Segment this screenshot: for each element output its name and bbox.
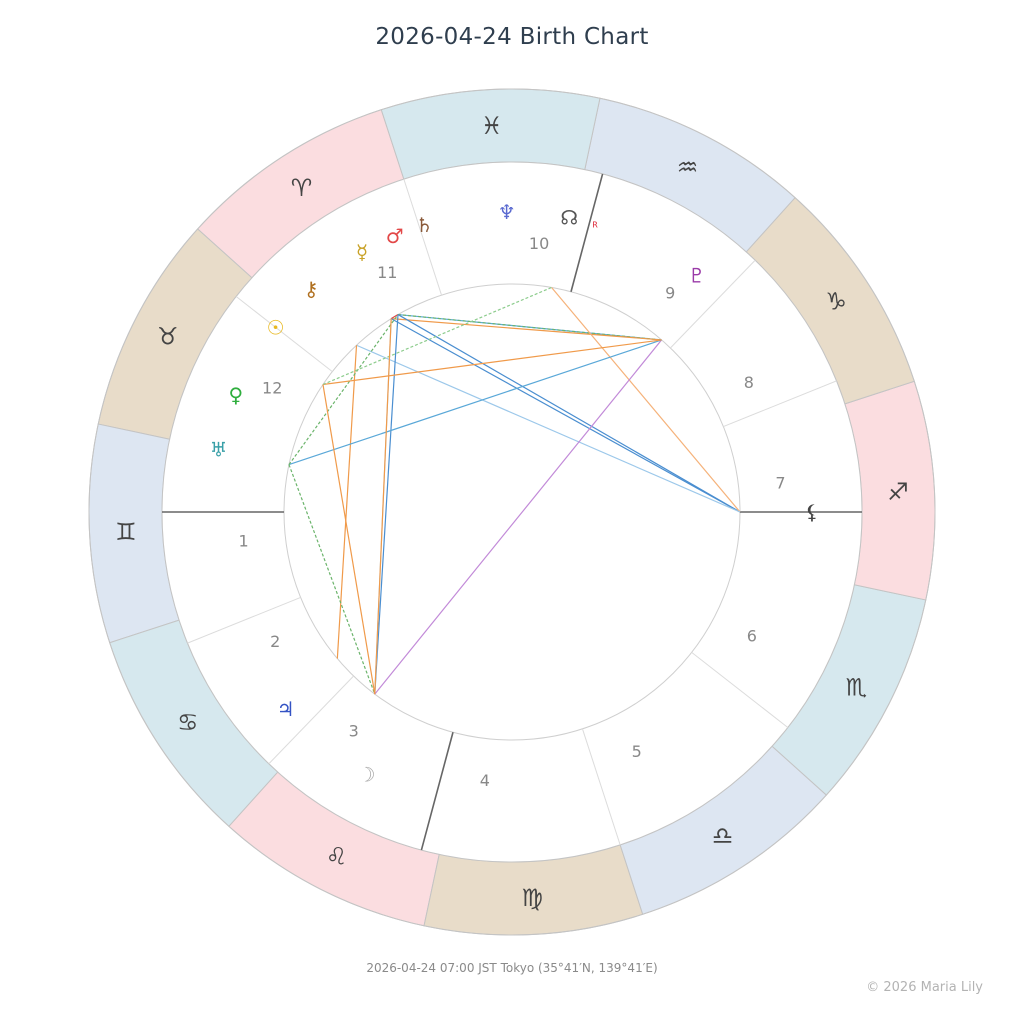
aspect-line	[336, 345, 358, 659]
planet-chiron-icon: ⚷	[304, 277, 319, 301]
sign-glyph-virgo: ♍	[521, 884, 543, 912]
planet-pluto-icon: ♇	[688, 264, 706, 288]
sign-glyph-aries: ♈	[291, 174, 313, 202]
house-cusp-line	[691, 651, 789, 728]
planet-lilith-icon: ⚸	[805, 500, 820, 524]
aspect-line	[374, 339, 663, 695]
planet-neptune-icon: ♆	[498, 200, 516, 224]
house-cusp-line	[268, 675, 354, 765]
copyright-notice: © 2026 Maria Lily	[866, 980, 983, 995]
planet-venus-icon: ♀	[229, 383, 244, 407]
aspect-line	[322, 339, 662, 386]
aspect-line	[288, 339, 662, 466]
planet-saturn-icon: ♄	[415, 213, 433, 237]
planet-jupiter-icon: ♃	[277, 697, 295, 721]
aspect-line	[322, 384, 376, 695]
house-number: 2	[270, 632, 280, 651]
planet-mercury-icon: ☿	[356, 240, 368, 264]
planet-north-node-icon: ☊	[560, 206, 578, 230]
aspect-line	[397, 313, 662, 341]
house-number: 8	[744, 373, 754, 392]
sign-glyph-sagittarius: ♐	[887, 478, 909, 506]
aspect-line	[397, 314, 741, 513]
sign-glyph-leo: ♌	[326, 842, 348, 870]
house-number: 9	[665, 284, 675, 303]
house-number: 12	[262, 378, 282, 397]
house-cusp-line	[403, 178, 443, 296]
sign-glyph-pisces: ♓	[481, 112, 503, 140]
house-number: 6	[747, 627, 757, 646]
sign-glyph-cancer: ♋	[177, 709, 199, 737]
planet-sun-icon: ☉	[267, 315, 285, 339]
sign-glyph-aquarius: ♒	[677, 154, 699, 182]
sign-glyph-capricorn: ♑	[825, 287, 847, 315]
house-cusp-line	[187, 596, 301, 644]
aspect-circle	[283, 283, 741, 741]
aspect-line	[390, 314, 399, 320]
sign-glyph-scorpio: ♏	[846, 673, 868, 701]
planet-moon-icon: ☽	[358, 762, 376, 786]
aspect-line	[374, 318, 392, 695]
aspect-line	[288, 314, 399, 465]
planet-glyphs: ☉ ☽ ☿ ♀ ♂ ♃ ♄ ♅ ♆ ♇ ⚷ ☊ R ⚸	[210, 200, 820, 786]
house-number: 1	[238, 531, 248, 550]
house-number: 4	[480, 771, 490, 790]
sign-glyph-libra: ♎	[712, 822, 734, 850]
retrograde-marker: R	[592, 221, 598, 230]
birth-details: 2026-04-24 07:00 JST Tokyo (35°41′N, 139…	[366, 961, 658, 975]
aspect-line	[390, 318, 741, 513]
chart-title: 2026-04-24 Birth Chart	[375, 24, 649, 50]
house-cusp-line	[570, 173, 604, 292]
aspect-line	[322, 286, 552, 386]
planet-mars-icon: ♂	[386, 224, 404, 248]
house-cusp-line	[235, 296, 333, 373]
house-cusp-line	[670, 259, 756, 349]
house-number: 10	[529, 234, 549, 253]
aspect-line	[288, 464, 376, 695]
sign-glyph-taurus: ♉	[157, 323, 179, 351]
house-number: 11	[377, 263, 397, 282]
aspect-lines	[288, 286, 741, 695]
house-cusp-line	[581, 728, 621, 846]
house-cusp-line	[420, 732, 454, 851]
aspect-line	[551, 287, 741, 513]
aspect-line	[356, 344, 741, 513]
sign-glyph-gemini: ♊	[115, 518, 137, 546]
outer-ring	[88, 88, 936, 936]
house-number: 5	[632, 742, 642, 761]
zodiac-sign-ring: ♈ ♉ ♊ ♋ ♌ ♍ ♎ ♏ ♐ ♑ ♒ ♓	[88, 88, 936, 936]
aspect-line	[391, 318, 662, 341]
house-number: 7	[775, 474, 785, 493]
house-cusp-line	[723, 380, 837, 428]
planet-uranus-icon: ♅	[210, 438, 228, 462]
aspect-line	[374, 314, 399, 695]
house-number: 3	[349, 721, 359, 740]
